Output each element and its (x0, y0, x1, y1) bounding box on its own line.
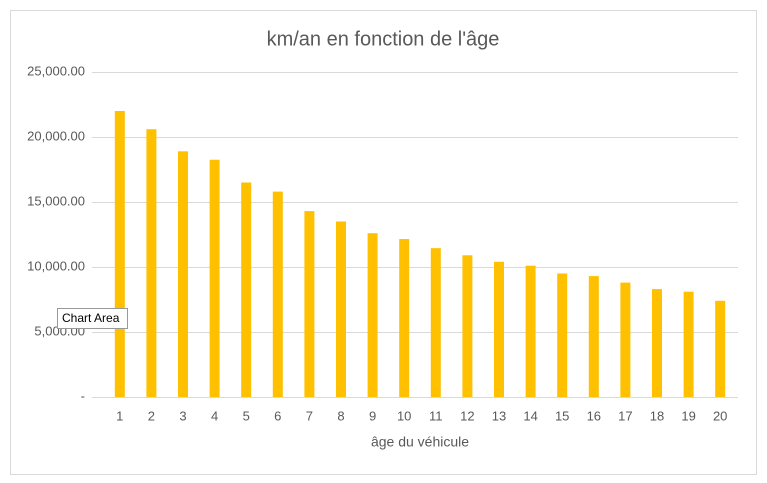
x-tick-label: 17 (618, 408, 632, 423)
bar (146, 129, 157, 397)
x-tick-label: 14 (523, 408, 537, 423)
y-tick-label: 10,000.00 (27, 258, 85, 273)
bar (336, 221, 346, 397)
x-tick-label: 19 (681, 408, 695, 423)
y-tick-label: 15,000.00 (27, 193, 85, 208)
bar (652, 289, 662, 397)
x-tick-label: 12 (460, 408, 474, 423)
bar (588, 276, 599, 397)
tooltip-box (57, 308, 128, 329)
bar (114, 111, 125, 397)
x-tick-label: 6 (274, 408, 281, 423)
bar (430, 248, 441, 397)
y-tick-label: 25,000.00 (27, 63, 85, 78)
x-tick-label: 5 (243, 408, 250, 423)
x-tick-label: 3 (179, 408, 186, 423)
x-tick-label: 4 (211, 408, 218, 423)
x-tick-label: 16 (587, 408, 601, 423)
bar (304, 211, 315, 397)
y-tick-label: - (81, 388, 85, 403)
x-tick-label: 7 (306, 408, 313, 423)
bar (620, 282, 631, 397)
bar (178, 151, 188, 397)
x-tick-label: 2 (148, 408, 155, 423)
tooltip-text: Chart Area (62, 311, 120, 325)
x-tick-label: 10 (397, 408, 411, 423)
x-tick-label: 15 (555, 408, 569, 423)
tooltip: Chart Area (57, 308, 128, 329)
bar (494, 261, 504, 397)
bar (557, 273, 568, 397)
x-tick-label: 8 (337, 408, 344, 423)
x-tick-label: 1 (116, 408, 123, 423)
x-tick-label: 18 (650, 408, 664, 423)
x-tick-label: 9 (369, 408, 376, 423)
plot: -5,000.0010,000.0015,000.0020,000.0025,0… (27, 63, 738, 423)
bar (272, 191, 283, 397)
x-tick-label: 20 (713, 408, 727, 423)
bar (525, 265, 536, 397)
bar (683, 291, 694, 397)
y-tick-label: 20,000.00 (27, 128, 85, 143)
chart-title: km/an en fonction de l'âge (267, 28, 500, 50)
bar (209, 159, 220, 397)
x-tick-label: 11 (429, 408, 443, 423)
bar (462, 255, 473, 397)
bar (399, 239, 410, 397)
x-axis-title: âge du véhicule (371, 434, 469, 450)
bar (241, 182, 252, 397)
bar (715, 300, 726, 397)
bar (367, 233, 378, 397)
x-tick-label: 13 (492, 408, 506, 423)
